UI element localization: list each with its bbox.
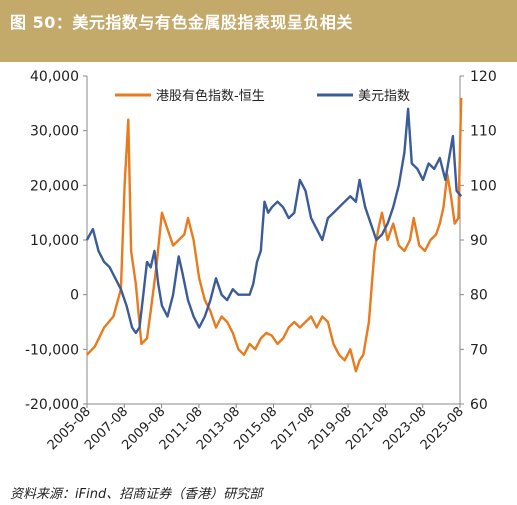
left-tick-label: 10,000 xyxy=(30,233,79,249)
series-line-us-dollar-index xyxy=(85,107,463,335)
legend-label: 港股有色指数-恒生 xyxy=(156,88,265,104)
left-tick-label: 0 xyxy=(70,288,79,304)
right-tick-label: 80 xyxy=(470,288,488,304)
right-tick-label: 90 xyxy=(470,233,488,249)
right-tick-label: 120 xyxy=(470,69,497,85)
left-tick-label: -10,000 xyxy=(25,342,79,358)
right-tick-label: 70 xyxy=(470,342,488,358)
right-tick-label: 100 xyxy=(470,178,497,194)
series-line-hk-nonferrous-index xyxy=(86,97,463,373)
legend-label: 美元指数 xyxy=(358,89,410,104)
figure-title: 图 50：美元指数与有色金属股指表现呈负相关 xyxy=(10,13,353,32)
right-tick-label: 60 xyxy=(470,397,488,413)
left-tick-label: 30,000 xyxy=(30,124,79,140)
left-tick-label: 20,000 xyxy=(30,178,79,194)
left-tick-label: -20,000 xyxy=(25,397,79,413)
figure-header: 图 50：美元指数与有色金属股指表现呈负相关 xyxy=(0,0,517,62)
left-tick-label: 40,000 xyxy=(30,69,79,85)
chart-container: -20,000 -10,000 0 10,000 20,000 30,000 40,000 6… xyxy=(0,62,517,478)
dual-axis-line-chart: -20,000 -10,000 0 10,000 20,000 30,000 40,000 6… xyxy=(25,69,497,453)
source-note: 资料来源：iFind、招商证券（香港）研究部 xyxy=(10,487,263,502)
right-tick-label: 110 xyxy=(470,124,497,140)
